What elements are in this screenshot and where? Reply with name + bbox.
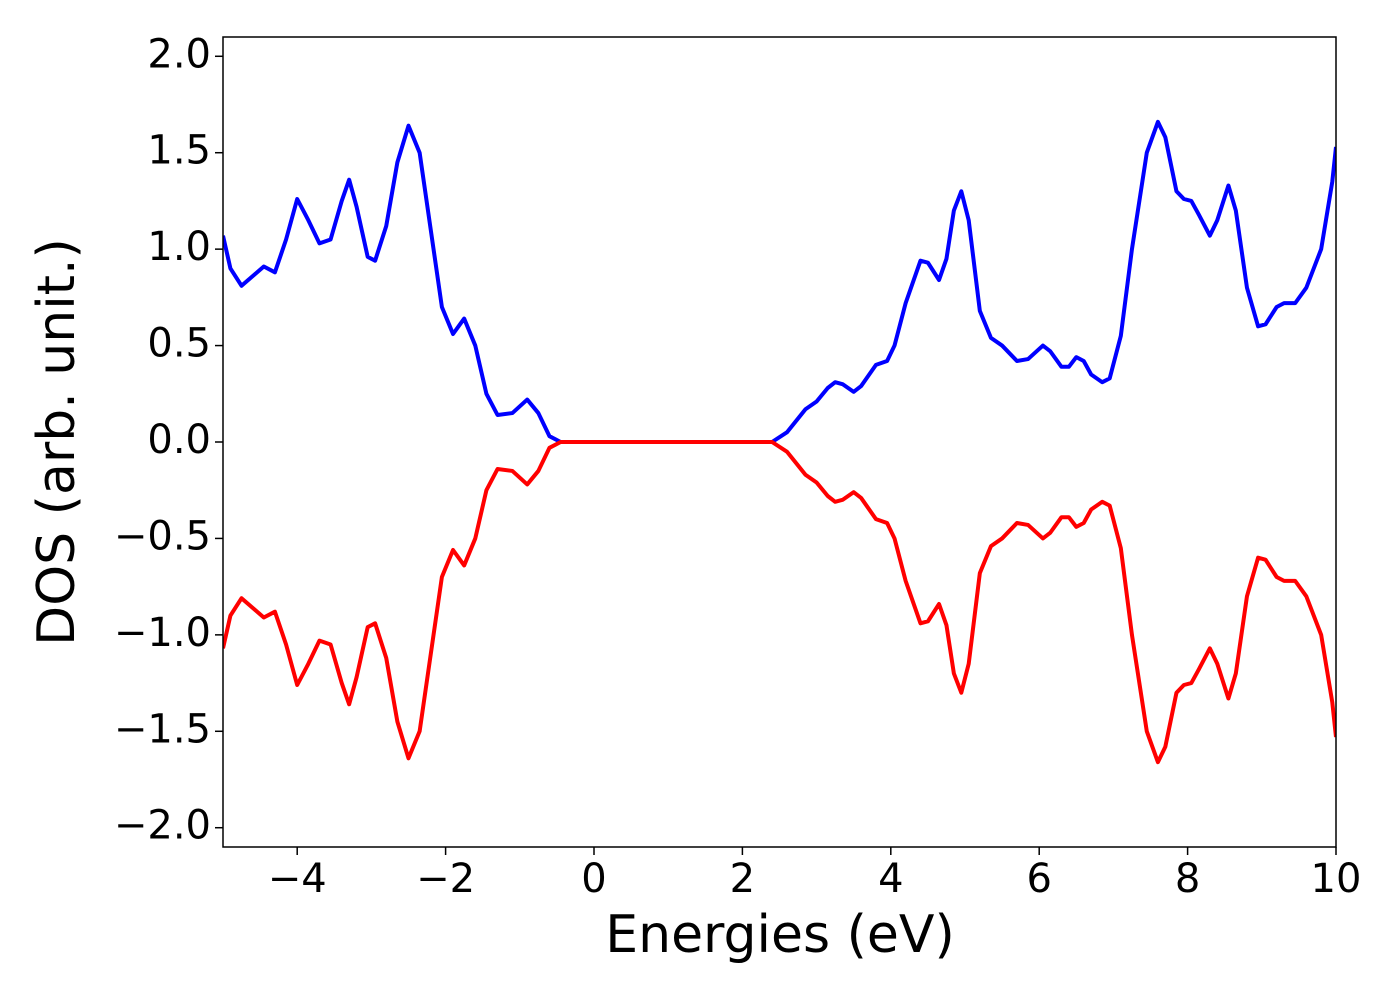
y-tick-label: 0.5 <box>147 321 211 367</box>
y-tick-label: −1.0 <box>114 610 211 656</box>
x-tick-label: 0 <box>581 856 606 902</box>
plot-frame <box>222 36 1337 848</box>
series-line <box>223 440 1336 765</box>
x-tick-label: 4 <box>878 856 903 902</box>
y-tick-label: 1.0 <box>147 224 211 270</box>
y-axis-label: DOS (arb. unit.) <box>27 238 87 646</box>
x-tick-label: −2 <box>416 856 475 902</box>
y-tick-label: −1.5 <box>114 706 211 752</box>
y-tick-label: −2.0 <box>114 803 211 849</box>
y-tick-label: −0.5 <box>114 513 211 559</box>
y-tick-label: 2.0 <box>147 31 211 77</box>
x-tick-label: 2 <box>730 856 755 902</box>
x-tick-label: 8 <box>1175 856 1200 902</box>
x-tick-label: 6 <box>1026 856 1051 902</box>
y-tick-label: 1.5 <box>147 128 211 174</box>
y-tick-label: 0.0 <box>147 417 211 463</box>
x-axis-label: Energies (eV) <box>605 905 954 965</box>
series-line <box>223 119 1336 444</box>
x-tick-label: −4 <box>268 856 327 902</box>
x-tick-label: 10 <box>1311 856 1362 902</box>
